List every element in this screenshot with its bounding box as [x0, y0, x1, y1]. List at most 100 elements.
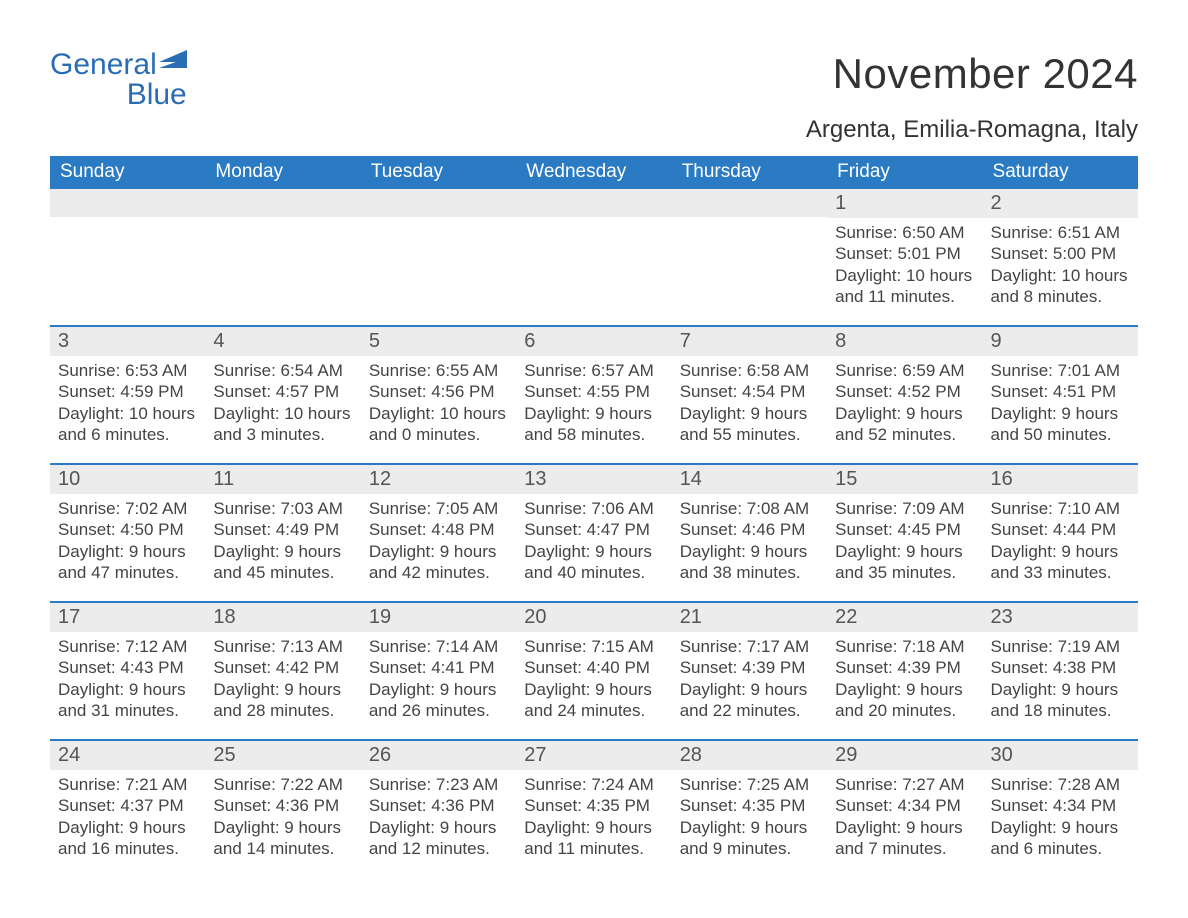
day-sunset-line: Sunset: 4:44 PM	[991, 519, 1130, 540]
day-details: Sunrise: 7:22 AMSunset: 4:36 PMDaylight:…	[205, 774, 360, 859]
day-dl1-line: Daylight: 9 hours	[58, 817, 197, 838]
day-dl2-line: and 14 minutes.	[213, 838, 352, 859]
day-dl2-line: and 12 minutes.	[369, 838, 508, 859]
day-sunset-line: Sunset: 4:36 PM	[213, 795, 352, 816]
day-sunset-line: Sunset: 4:36 PM	[369, 795, 508, 816]
day-sunrise-line: Sunrise: 6:59 AM	[835, 360, 974, 381]
day-details: Sunrise: 7:08 AMSunset: 4:46 PMDaylight:…	[672, 498, 827, 583]
day-number: 10	[50, 465, 205, 494]
empty-day-cell	[50, 189, 205, 325]
day-sunset-line: Sunset: 4:34 PM	[835, 795, 974, 816]
day-number: 13	[516, 465, 671, 494]
weekday-header: Thursday	[672, 156, 827, 189]
day-cell: 24Sunrise: 7:21 AMSunset: 4:37 PMDayligh…	[50, 741, 205, 877]
empty-day-cell	[672, 189, 827, 325]
day-cell: 23Sunrise: 7:19 AMSunset: 4:38 PMDayligh…	[983, 603, 1138, 739]
day-details: Sunrise: 7:02 AMSunset: 4:50 PMDaylight:…	[50, 498, 205, 583]
day-dl2-line: and 47 minutes.	[58, 562, 197, 583]
day-details: Sunrise: 7:21 AMSunset: 4:37 PMDaylight:…	[50, 774, 205, 859]
day-sunrise-line: Sunrise: 6:53 AM	[58, 360, 197, 381]
day-number: 11	[205, 465, 360, 494]
day-cell: 19Sunrise: 7:14 AMSunset: 4:41 PMDayligh…	[361, 603, 516, 739]
day-dl2-line: and 55 minutes.	[680, 424, 819, 445]
day-cell: 5Sunrise: 6:55 AMSunset: 4:56 PMDaylight…	[361, 327, 516, 463]
logo-text-block: General Blue	[50, 50, 187, 110]
day-dl2-line: and 38 minutes.	[680, 562, 819, 583]
day-cell: 16Sunrise: 7:10 AMSunset: 4:44 PMDayligh…	[983, 465, 1138, 601]
day-cell: 13 Sunrise: 7:06 AMSunset: 4:47 PMDayligh…	[516, 465, 671, 601]
day-number	[672, 189, 827, 217]
day-dl1-line: Daylight: 9 hours	[369, 541, 508, 562]
day-dl2-line: and 7 minutes.	[835, 838, 974, 859]
day-dl2-line: and 0 minutes.	[369, 424, 508, 445]
day-number: 14	[672, 465, 827, 494]
day-sunset-line: Sunset: 4:48 PM	[369, 519, 508, 540]
day-number: 12	[361, 465, 516, 494]
day-cell: 17Sunrise: 7:12 AMSunset: 4:43 PMDayligh…	[50, 603, 205, 739]
day-sunset-line: Sunset: 4:41 PM	[369, 657, 508, 678]
day-dl2-line: and 11 minutes.	[835, 286, 974, 307]
day-cell: 7Sunrise: 6:58 AMSunset: 4:54 PMDaylight…	[672, 327, 827, 463]
day-number: 15	[827, 465, 982, 494]
weekday-header: Friday	[827, 156, 982, 189]
day-dl1-line: Daylight: 9 hours	[524, 403, 663, 424]
day-number: 3	[50, 327, 205, 356]
day-cell: 8Sunrise: 6:59 AMSunset: 4:52 PMDaylight…	[827, 327, 982, 463]
day-cell: 3 Sunrise: 6:53 AMSunset: 4:59 PMDaylight…	[50, 327, 205, 463]
week-row: 1Sunrise: 6:50 AMSunset: 5:01 PMDaylight…	[50, 189, 1138, 325]
day-sunset-line: Sunset: 5:01 PM	[835, 243, 974, 264]
day-dl1-line: Daylight: 9 hours	[58, 679, 197, 700]
day-dl2-line: and 28 minutes.	[213, 700, 352, 721]
day-sunrise-line: Sunrise: 7:25 AM	[680, 774, 819, 795]
day-cell: 6Sunrise: 6:57 AMSunset: 4:55 PMDaylight…	[516, 327, 671, 463]
day-details: Sunrise: 7:28 AMSunset: 4:34 PMDaylight:…	[983, 774, 1138, 859]
day-dl1-line: Daylight: 9 hours	[991, 679, 1130, 700]
day-sunrise-line: Sunrise: 7:21 AM	[58, 774, 197, 795]
calendar-weeks: 1Sunrise: 6:50 AMSunset: 5:01 PMDaylight…	[50, 189, 1138, 877]
day-dl1-line: Daylight: 10 hours	[58, 403, 197, 424]
day-details: Sunrise: 7:09 AMSunset: 4:45 PMDaylight:…	[827, 498, 982, 583]
day-dl2-line: and 24 minutes.	[524, 700, 663, 721]
day-details: Sunrise: 6:55 AMSunset: 4:56 PMDaylight:…	[361, 360, 516, 445]
day-sunrise-line: Sunrise: 7:17 AM	[680, 636, 819, 657]
day-sunrise-line: Sunrise: 7:06 AM	[524, 498, 663, 519]
weekday-header: Monday	[205, 156, 360, 189]
day-number: 8	[827, 327, 982, 356]
day-number: 28	[672, 741, 827, 770]
day-dl1-line: Daylight: 10 hours	[213, 403, 352, 424]
day-dl1-line: Daylight: 9 hours	[369, 817, 508, 838]
weekday-header: Tuesday	[361, 156, 516, 189]
day-dl2-line: and 6 minutes.	[58, 424, 197, 445]
day-dl1-line: Daylight: 9 hours	[369, 679, 508, 700]
day-sunset-line: Sunset: 4:37 PM	[58, 795, 197, 816]
day-sunrise-line: Sunrise: 7:13 AM	[213, 636, 352, 657]
empty-day-cell	[361, 189, 516, 325]
day-cell: 28 Sunrise: 7:25 AMSunset: 4:35 PMDayligh…	[672, 741, 827, 877]
day-sunrise-line: Sunrise: 6:54 AM	[213, 360, 352, 381]
day-dl1-line: Daylight: 9 hours	[524, 679, 663, 700]
week-row: 17Sunrise: 7:12 AMSunset: 4:43 PMDayligh…	[50, 601, 1138, 739]
day-dl1-line: Daylight: 9 hours	[213, 679, 352, 700]
day-sunrise-line: Sunrise: 6:55 AM	[369, 360, 508, 381]
day-number: 2	[983, 189, 1138, 218]
day-dl1-line: Daylight: 9 hours	[680, 817, 819, 838]
day-details: Sunrise: 7:06 AMSunset: 4:47 PMDaylight:…	[516, 498, 671, 583]
day-sunset-line: Sunset: 4:49 PM	[213, 519, 352, 540]
header: General Blue November 2024	[50, 50, 1138, 110]
day-cell: 12Sunrise: 7:05 AMSunset: 4:48 PMDayligh…	[361, 465, 516, 601]
day-details: Sunrise: 7:25 AMSunset: 4:35 PMDaylight:…	[672, 774, 827, 859]
day-sunset-line: Sunset: 4:46 PM	[680, 519, 819, 540]
day-number: 16	[983, 465, 1138, 494]
day-cell: 30Sunrise: 7:28 AMSunset: 4:34 PMDayligh…	[983, 741, 1138, 877]
day-sunrise-line: Sunrise: 6:51 AM	[991, 222, 1130, 243]
day-sunset-line: Sunset: 4:35 PM	[680, 795, 819, 816]
day-sunset-line: Sunset: 4:47 PM	[524, 519, 663, 540]
day-cell: 2Sunrise: 6:51 AMSunset: 5:00 PMDaylight…	[983, 189, 1138, 325]
day-details: Sunrise: 6:53 AMSunset: 4:59 PMDaylight:…	[50, 360, 205, 445]
day-dl2-line: and 26 minutes.	[369, 700, 508, 721]
day-dl2-line: and 16 minutes.	[58, 838, 197, 859]
day-cell: 11Sunrise: 7:03 AMSunset: 4:49 PMDayligh…	[205, 465, 360, 601]
logo-flag-icon	[159, 50, 187, 75]
day-number: 25	[205, 741, 360, 770]
day-sunrise-line: Sunrise: 7:12 AM	[58, 636, 197, 657]
